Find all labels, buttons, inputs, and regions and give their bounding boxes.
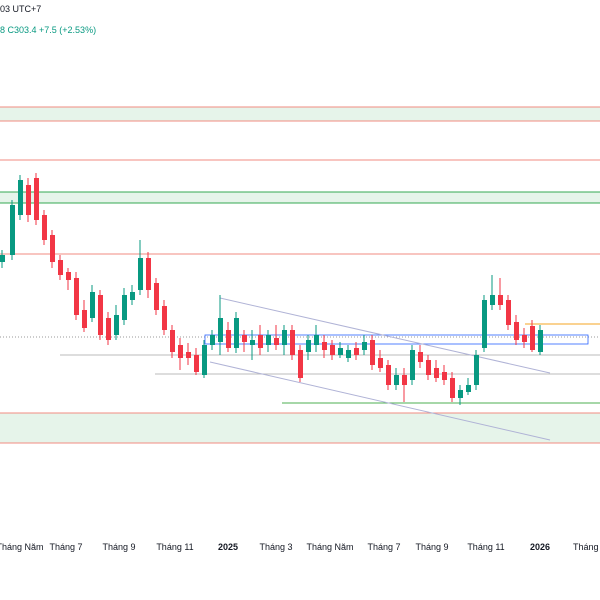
time-label: 2025 [218,542,238,552]
time-label: Tháng 3 [573,542,600,552]
time-label: Tháng 9 [415,542,448,552]
time-label: Tháng 11 [156,542,193,552]
time-label: Tháng 11 [467,542,504,552]
time-axis: Tháng Năm Tháng 7 Tháng 9 Tháng 11 2025 … [0,542,600,552]
candles [0,173,543,405]
time-label: Tháng 7 [49,542,82,552]
time-label: Tháng Năm [0,542,44,552]
time-label: 2026 [530,542,550,552]
time-label: Tháng Năm [306,542,353,552]
zones [0,106,600,444]
time-label: Tháng 3 [259,542,292,552]
timezone: 03 UTC+7 [0,4,41,14]
quote: 8 C303.4 +7.5 (+2.53%) [0,25,96,35]
time-label: Tháng 9 [102,542,135,552]
time-label: Tháng 7 [367,542,400,552]
